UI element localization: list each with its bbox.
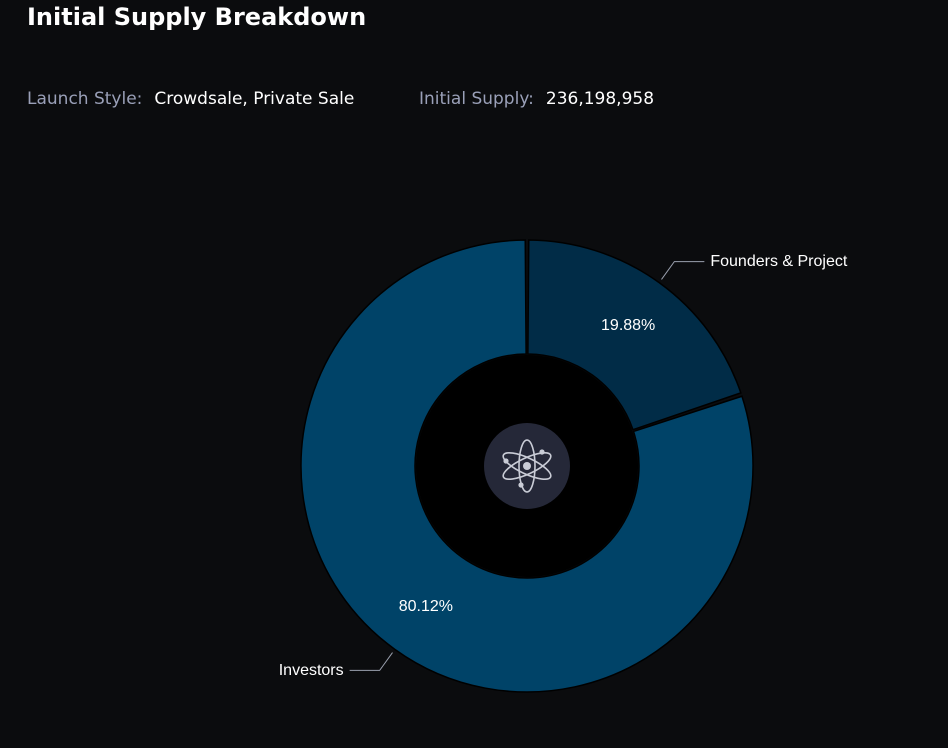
page-title: Initial Supply Breakdown: [27, 3, 367, 31]
initial-supply-value: 236,198,958: [545, 89, 655, 109]
leader-line-founders-project: [661, 261, 705, 280]
donut-slices: [300, 239, 754, 693]
launch-style-value: Crowdsale, Private Sale: [154, 89, 355, 109]
launch-style-label: Launch Style:: [27, 89, 143, 109]
initial-supply: Initial Supply: 236,198,958: [419, 89, 654, 109]
slice-name-label-investors: Investors: [279, 662, 344, 679]
initial-supply-label: Initial Supply:: [419, 89, 534, 109]
slice-value-label-founders-project: 19.88%: [601, 317, 655, 334]
leader-lines: [349, 261, 705, 671]
slice-founders-project[interactable]: [527, 239, 742, 431]
center-badge: [416, 355, 638, 577]
leader-line-investors: [349, 652, 393, 671]
launch-style: Launch Style: Crowdsale, Private Sale: [27, 89, 354, 109]
slice-value-label-investors: 80.12%: [399, 598, 453, 615]
atom-icon: [502, 439, 552, 493]
slice-labels: 19.88% Founders & Project 80.12% Investors: [279, 253, 848, 679]
slice-name-label-founders-project: Founders & Project: [710, 253, 848, 270]
slice-investors[interactable]: [300, 239, 754, 693]
